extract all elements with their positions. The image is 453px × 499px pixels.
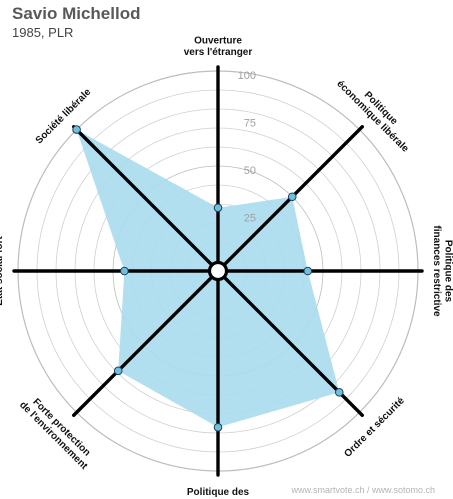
axis-label: Politique desmigrations restrictive — [167, 487, 269, 499]
axis-label-line: finances restrictive — [431, 225, 442, 317]
data-point — [213, 203, 223, 213]
profile-area — [76, 129, 340, 428]
credit-text: www.smartvote.ch / www.sotomo.ch — [291, 485, 435, 495]
axis-label-line: Politique des — [443, 240, 453, 303]
data-point — [72, 125, 81, 134]
data-point — [113, 366, 123, 376]
tick-label: 50 — [244, 165, 256, 177]
axis-label: Etat social fort — [0, 236, 5, 306]
tick-label: 75 — [244, 118, 256, 130]
axis-label-line: vers l'étranger — [184, 47, 253, 58]
axis-label-line: Politique des — [187, 487, 250, 498]
candidate-name: Savio Michellod — [12, 4, 141, 23]
data-point — [334, 387, 344, 397]
center-hub — [207, 260, 229, 282]
data-point — [213, 423, 223, 432]
tick-label: 100 — [238, 70, 256, 82]
axis-line — [72, 269, 220, 417]
axis-label-line: Ouverture — [194, 36, 242, 47]
axis-label-line: Etat social fort — [0, 236, 5, 306]
data-point — [120, 266, 129, 276]
tick-label: 25 — [244, 213, 256, 225]
data-point — [303, 266, 313, 276]
data-point — [287, 192, 297, 202]
candidate-subtitle: 1985, PLR — [12, 25, 74, 40]
axis-line — [72, 125, 220, 273]
header: Savio Michellod 1985, PLR — [12, 4, 140, 42]
